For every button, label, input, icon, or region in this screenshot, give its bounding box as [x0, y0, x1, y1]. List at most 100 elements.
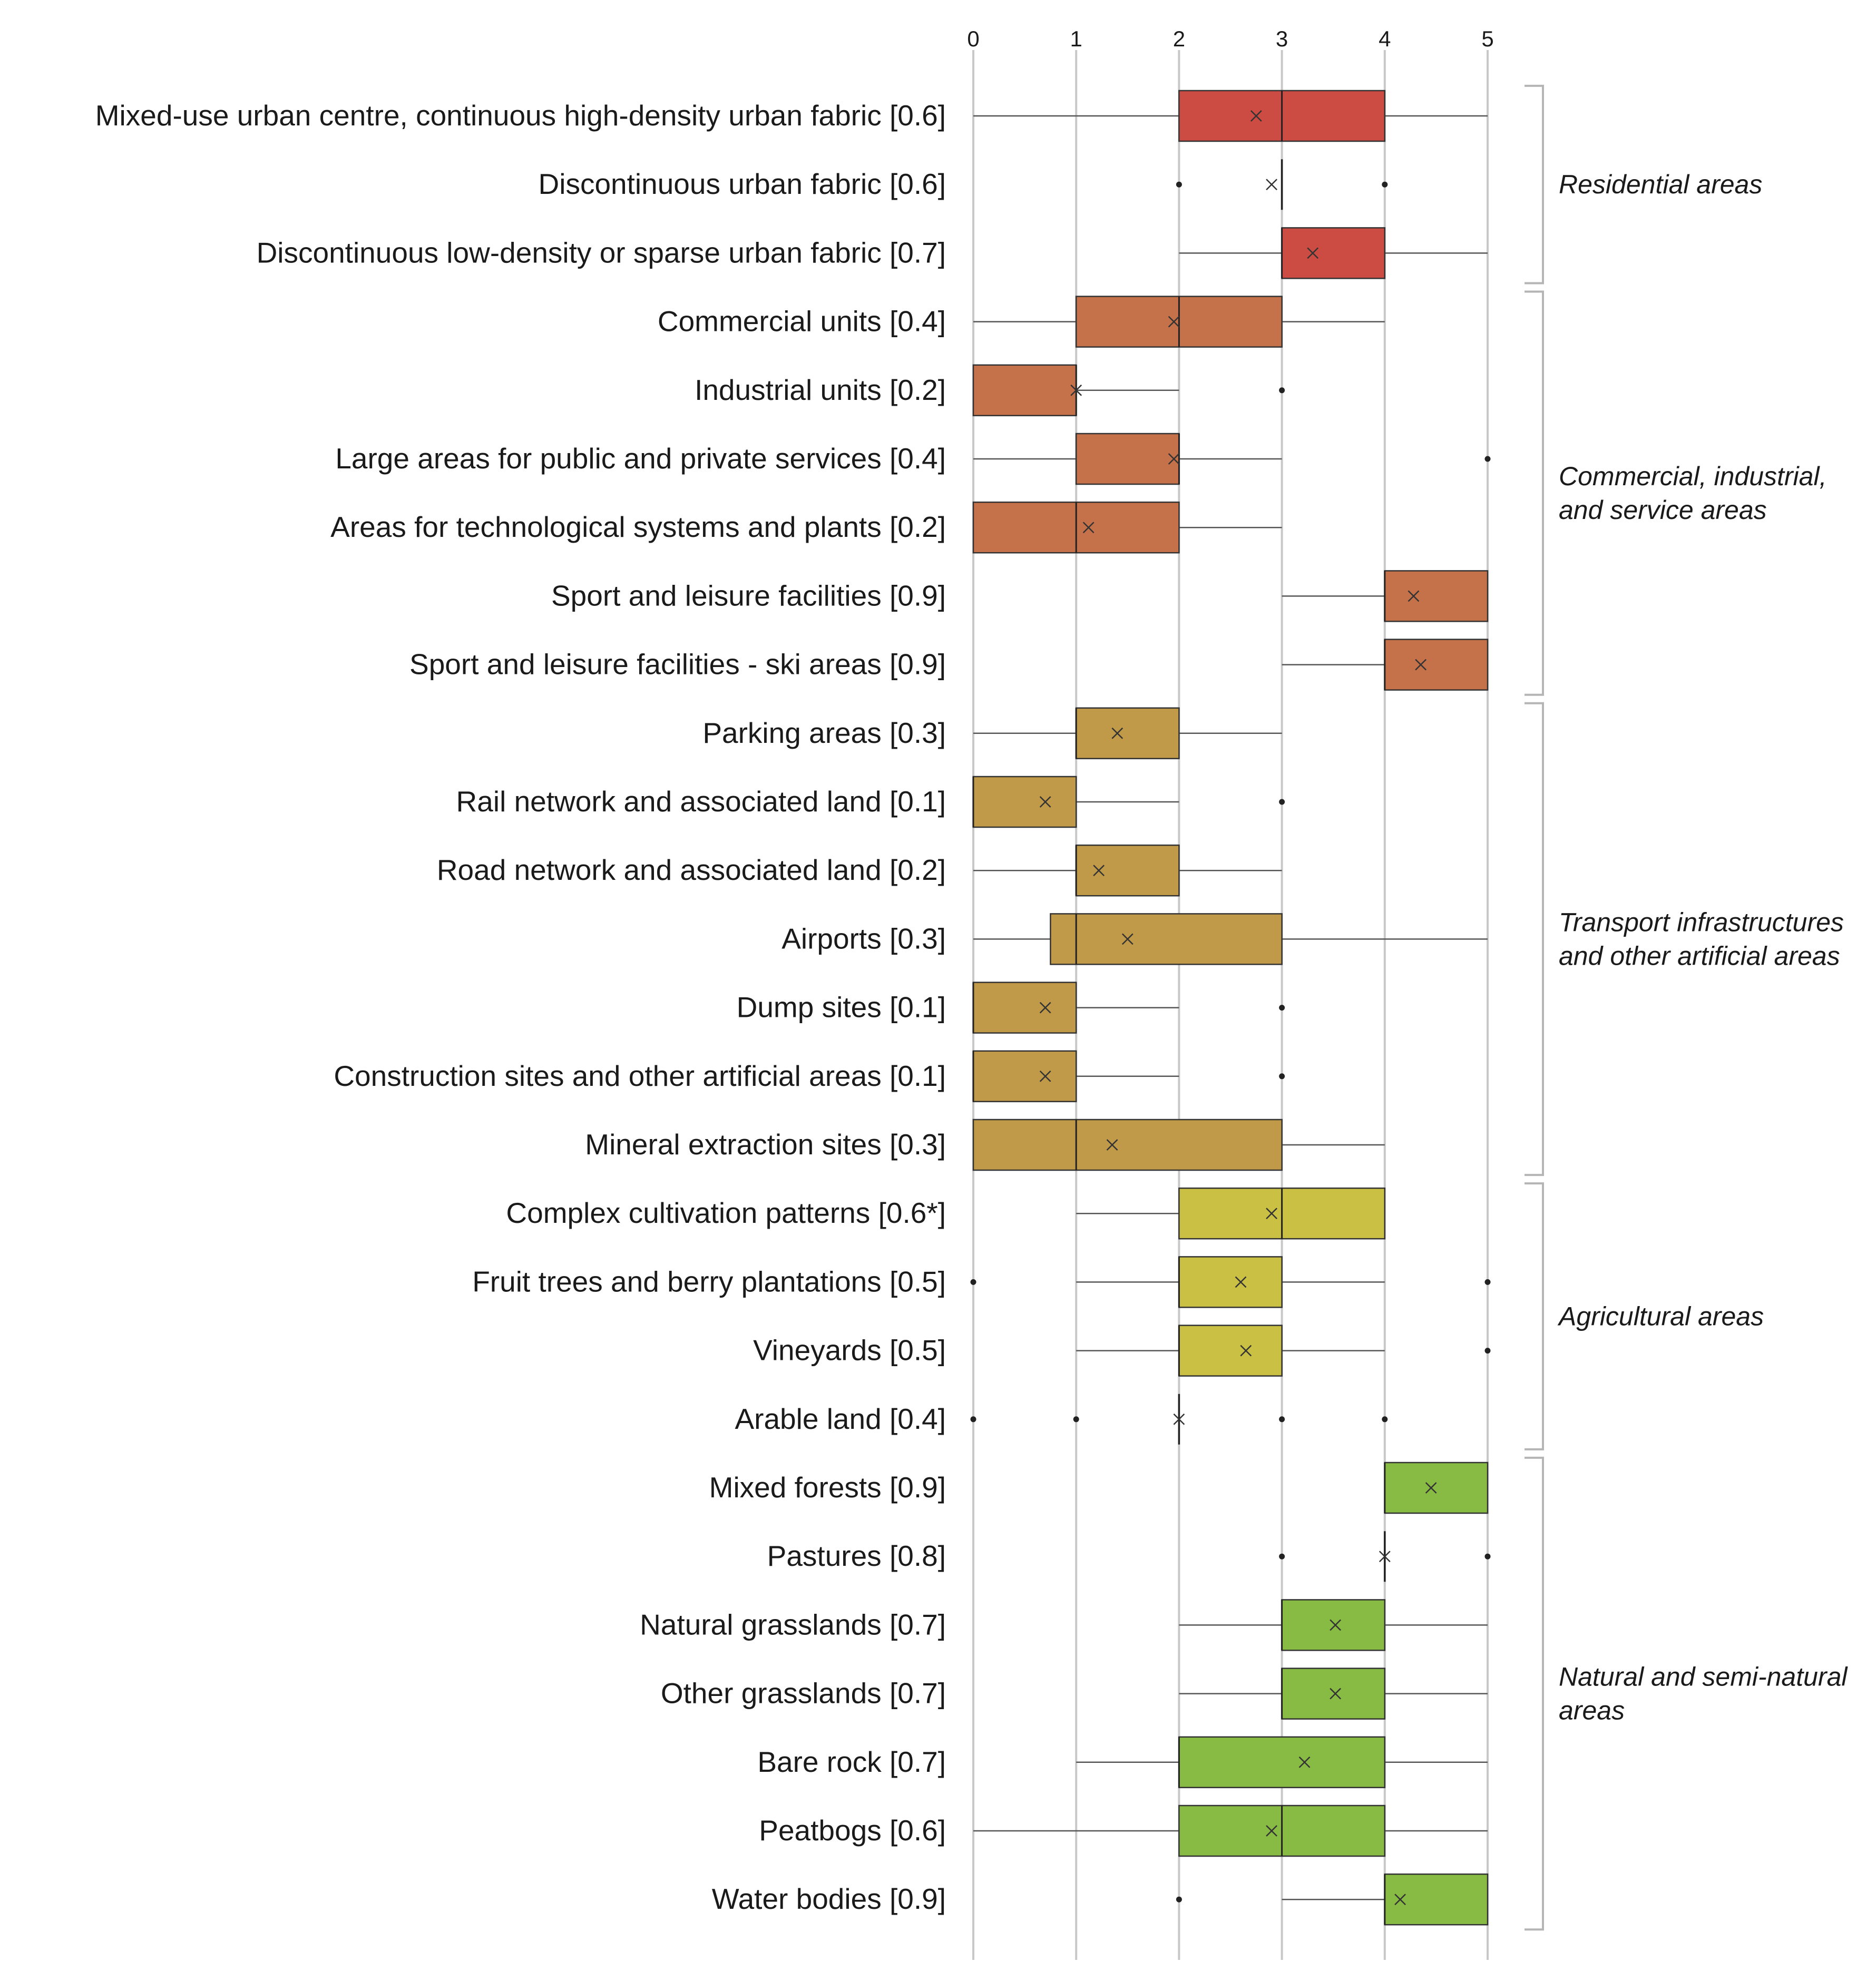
outlier-point	[1279, 387, 1285, 394]
mean-marker	[1093, 865, 1105, 877]
mean-marker	[1082, 522, 1095, 534]
mean-marker	[1111, 727, 1123, 739]
box-row	[972, 1050, 1285, 1103]
category-label: Arable land [0.4]	[735, 1403, 946, 1435]
group-label: Natural and semi-natural	[1559, 1662, 1848, 1692]
box	[1075, 707, 1180, 760]
box-row	[972, 364, 1285, 417]
category-label: Industrial units [0.2]	[695, 374, 946, 406]
mean-marker	[1039, 1002, 1051, 1014]
outlier-point	[1279, 1416, 1285, 1423]
category-label: Pastures [0.8]	[767, 1539, 946, 1572]
bracket-line	[1525, 1182, 1544, 1450]
category-label: Bare rock [0.7]	[757, 1745, 946, 1778]
box-row	[1176, 1873, 1489, 1926]
box-row	[1279, 1531, 1491, 1582]
group-bracket: Residential areas	[1525, 84, 1762, 285]
mean-marker	[1121, 933, 1134, 945]
bracket-line	[1525, 84, 1544, 285]
mean-marker	[1330, 1619, 1341, 1631]
outlier-point	[1484, 456, 1491, 462]
outlier-point	[1382, 181, 1388, 188]
category-label: Dump sites [0.1]	[737, 991, 946, 1024]
tick-label: 2	[1173, 26, 1185, 51]
mean-marker	[1168, 316, 1180, 328]
mean-marker	[1266, 1825, 1277, 1837]
group-bracket: Transport infrastructures and other artif…	[1525, 702, 1844, 1176]
category-labels: Mixed-use urban centre, continuous high-…	[95, 99, 946, 1915]
mean-marker	[1330, 1688, 1341, 1700]
box-row	[1179, 227, 1488, 279]
x-axis-ticks: 0 1 2 3 4 5	[967, 26, 1493, 51]
mean-marker	[1298, 1756, 1311, 1768]
bracket-line	[1525, 290, 1544, 696]
category-label: Rail network and associated land [0.1]	[456, 785, 946, 818]
outlier-point	[1279, 799, 1285, 805]
category-label: Fruit trees and berry plantations [0.5]	[472, 1265, 946, 1298]
category-label: Mixed-use urban centre, continuous high-…	[95, 99, 946, 132]
category-label: Sport and leisure facilities [0.9]	[551, 579, 946, 612]
box-row	[973, 90, 1488, 142]
group-label: and service areas	[1559, 495, 1767, 525]
box	[972, 776, 1077, 828]
outlier-point	[1484, 1348, 1491, 1354]
bracket-line	[1525, 702, 1544, 1176]
group-brackets: Residential areas Commercial, industrial,…	[1525, 84, 1848, 1931]
category-label: Other grasslands [0.7]	[661, 1677, 946, 1710]
box	[1384, 1873, 1489, 1926]
box-row	[972, 1119, 1385, 1171]
box-row	[972, 982, 1285, 1034]
category-label: Commercial units [0.4]	[658, 305, 946, 338]
tick-label: 0	[967, 26, 979, 51]
box	[1050, 913, 1283, 965]
box-row	[972, 776, 1285, 828]
box-row	[973, 913, 1488, 965]
category-label: Water bodies [0.9]	[712, 1882, 946, 1915]
group-label: and other artificial areas	[1559, 941, 1840, 970]
box-row	[1179, 1668, 1488, 1720]
mean-marker	[1425, 1482, 1437, 1494]
box-row	[1076, 1736, 1488, 1789]
category-label: Mixed forests [0.9]	[709, 1471, 946, 1504]
box-row	[970, 1394, 1388, 1445]
mean-marker	[1408, 590, 1420, 602]
group-label: Transport infrastructures	[1559, 907, 1844, 937]
category-label: Vineyards [0.5]	[753, 1334, 946, 1367]
box-row	[1076, 1187, 1386, 1240]
category-label: Sport and leisure facilities - ski areas…	[409, 648, 946, 681]
box-row	[1076, 1325, 1491, 1377]
outlier-point	[1176, 181, 1182, 188]
box	[1178, 1325, 1283, 1377]
mean-marker	[1039, 796, 1051, 808]
mean-marker	[1039, 1070, 1051, 1082]
box	[1281, 1599, 1386, 1651]
mean-marker	[1250, 110, 1262, 122]
box-row	[1179, 1599, 1488, 1651]
box	[1281, 1668, 1386, 1720]
group-label: Commercial, industrial,	[1559, 462, 1826, 491]
group-bracket: Agricultural areas	[1525, 1182, 1764, 1450]
category-label: Discontinuous urban fabric [0.6]	[539, 168, 946, 200]
box	[972, 982, 1077, 1034]
box-row	[1282, 570, 1489, 622]
box	[1281, 227, 1386, 279]
box	[1075, 844, 1180, 897]
category-label: Construction sites and other artificial …	[334, 1060, 946, 1092]
box	[1178, 1736, 1386, 1789]
outlier-point	[1176, 1896, 1182, 1902]
box	[1384, 570, 1489, 622]
tick-label: 4	[1379, 26, 1391, 51]
mean-marker	[1394, 1894, 1406, 1906]
outlier-point	[970, 1416, 976, 1423]
outlier-point	[970, 1279, 976, 1285]
mean-marker	[1266, 1208, 1277, 1220]
box-row	[973, 707, 1282, 760]
outlier-point	[1279, 1005, 1285, 1011]
box-row	[973, 433, 1491, 485]
mean-marker	[1168, 453, 1180, 465]
box	[972, 1119, 1283, 1171]
category-label: Airports [0.3]	[781, 922, 946, 955]
group-label: areas	[1559, 1696, 1625, 1725]
box-row	[973, 1805, 1488, 1857]
